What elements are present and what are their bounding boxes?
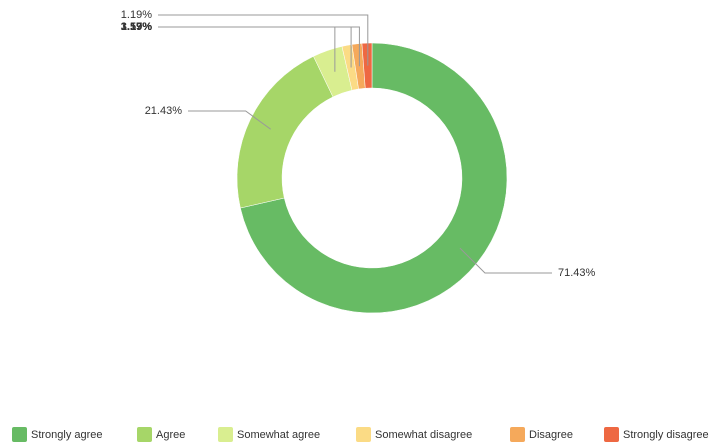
legend-swatch <box>510 427 525 442</box>
leader-line <box>188 110 271 130</box>
leader-line <box>158 14 369 66</box>
data-label: 1.19% <box>121 21 152 33</box>
legend-swatch <box>218 427 233 442</box>
legend-label: Agree <box>156 429 185 441</box>
data-label: 3.57% <box>121 21 152 33</box>
leader-line <box>459 247 552 274</box>
legend-swatch <box>356 427 371 442</box>
data-label: 1.19% <box>121 21 152 33</box>
legend-swatch <box>12 427 27 442</box>
data-label: 1.19% <box>121 9 152 21</box>
legend-label: Strongly disagree <box>623 429 709 441</box>
legend-label: Somewhat agree <box>237 429 320 441</box>
legend-label: Strongly agree <box>31 429 103 441</box>
donut-slice <box>236 56 334 209</box>
legend-label: Somewhat disagree <box>375 429 472 441</box>
data-label: 21.43% <box>145 105 183 117</box>
legend-swatch <box>604 427 619 442</box>
data-label: 71.43% <box>558 267 596 279</box>
donut-slice <box>240 42 508 314</box>
legend-label: Disagree <box>529 429 573 441</box>
legend-swatch <box>137 427 152 442</box>
leader-line <box>158 26 360 67</box>
donut-slice <box>361 42 373 89</box>
